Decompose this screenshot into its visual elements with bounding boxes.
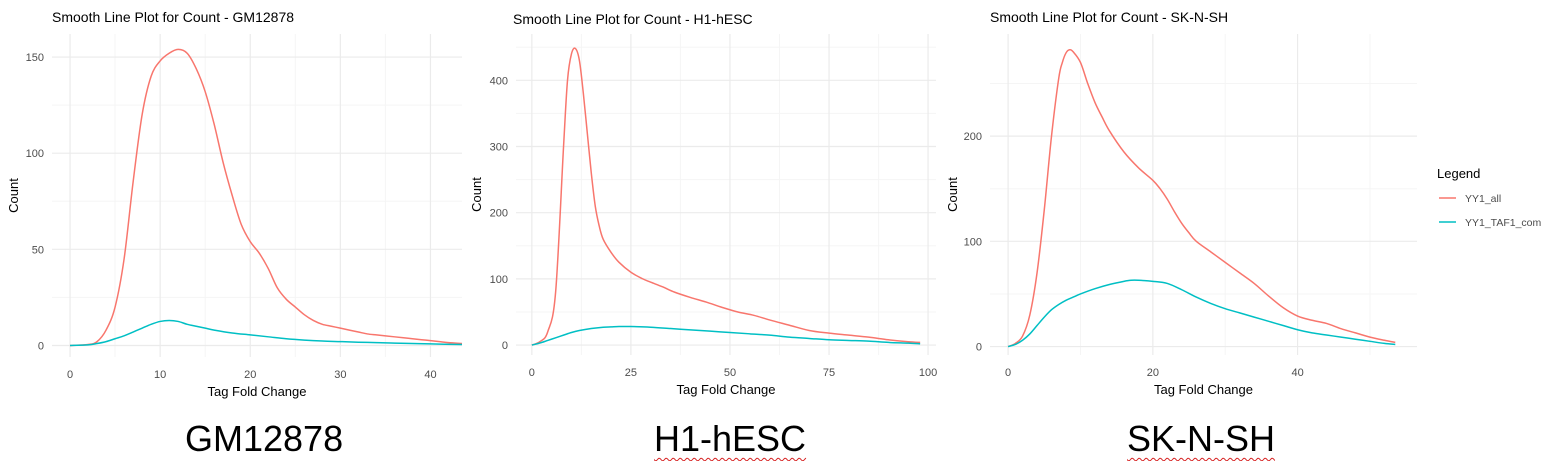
panel2-x-tick-label: 0 [529,367,535,379]
panel2-x-tick-label: 50 [724,367,736,379]
panel2-y-tick-label: 200 [490,208,508,220]
panel2-line-yy1-taf1-com [531,325,921,346]
panel1-x-tick-label: 10 [154,369,166,381]
panel3-x-tick-label: 0 [1005,367,1011,379]
panel1-y-tick-label: 150 [26,52,44,64]
panel2-y-tick-label: 0 [502,340,508,352]
panel1-y-tick-label: 0 [38,340,44,352]
panel3-title: Smooth Line Plot for Count - SK-N-SH [990,9,1228,25]
panel3-x-tick-label: 20 [1147,367,1159,379]
panel2-y-axis-label: Count [469,177,484,212]
caption-sk-n-sh: SK-N-SH [1127,418,1275,460]
panel2-y-tick-label: 100 [490,274,508,286]
panel2-x-tick-label: 100 [919,367,937,379]
panel1-x-tick-label: 20 [244,369,256,381]
caption-sk-n-sh-text: SK-N-SH [1127,418,1276,459]
panel1-line-yy1-taf1-com [69,319,463,347]
panel1-x-tick-label: 30 [334,369,346,381]
panel3-y-tick-label: 100 [964,236,982,248]
caption-h1-hesc-text: H1-hESC [654,418,807,459]
panel1-x-axis-label: Tag Fold Change [207,384,306,399]
panel3-y-tick-label: 200 [964,131,982,143]
panel1-y-tick-label: 50 [32,244,44,256]
panel1-title: Smooth Line Plot for Count - GM12878 [52,9,294,25]
panel3-y-tick-label: 0 [976,342,982,354]
panel3-line-yy1-all [1007,48,1396,348]
panel2-x-tick-label: 25 [625,367,637,379]
caption-h1-hesc: H1-hESC [654,418,806,460]
panel3-y-axis-label: Count [945,177,960,212]
panel2-title: Smooth Line Plot for Count - H1-hESC [513,11,753,27]
legend-label-yy1-taf1-com: YY1_TAF1_com [1465,217,1542,229]
panel2-x-axis-label: Tag Fold Change [676,382,775,397]
panel2-y-tick-label: 400 [490,75,508,87]
panel2-line-yy1-all [531,47,921,346]
panel2-y-tick-label: 300 [490,142,508,154]
panel1-y-tick-label: 100 [26,148,44,160]
panel1-line-yy1-all [69,48,463,347]
panel1-x-tick-label: 0 [67,369,73,381]
panel3-x-axis-label: Tag Fold Change [1154,382,1253,397]
panel1-x-tick-label: 40 [424,369,436,381]
panel1-y-axis-label: Count [6,178,21,213]
legend-label-yy1-all: YY1_all [1465,193,1501,205]
caption-gm12878: GM12878 [185,418,344,459]
panel2-x-tick-label: 75 [823,367,835,379]
panel3-x-tick-label: 40 [1291,367,1303,379]
legend-title: Legend [1437,166,1480,181]
panel3-line-yy1-taf1-com [1007,279,1396,348]
